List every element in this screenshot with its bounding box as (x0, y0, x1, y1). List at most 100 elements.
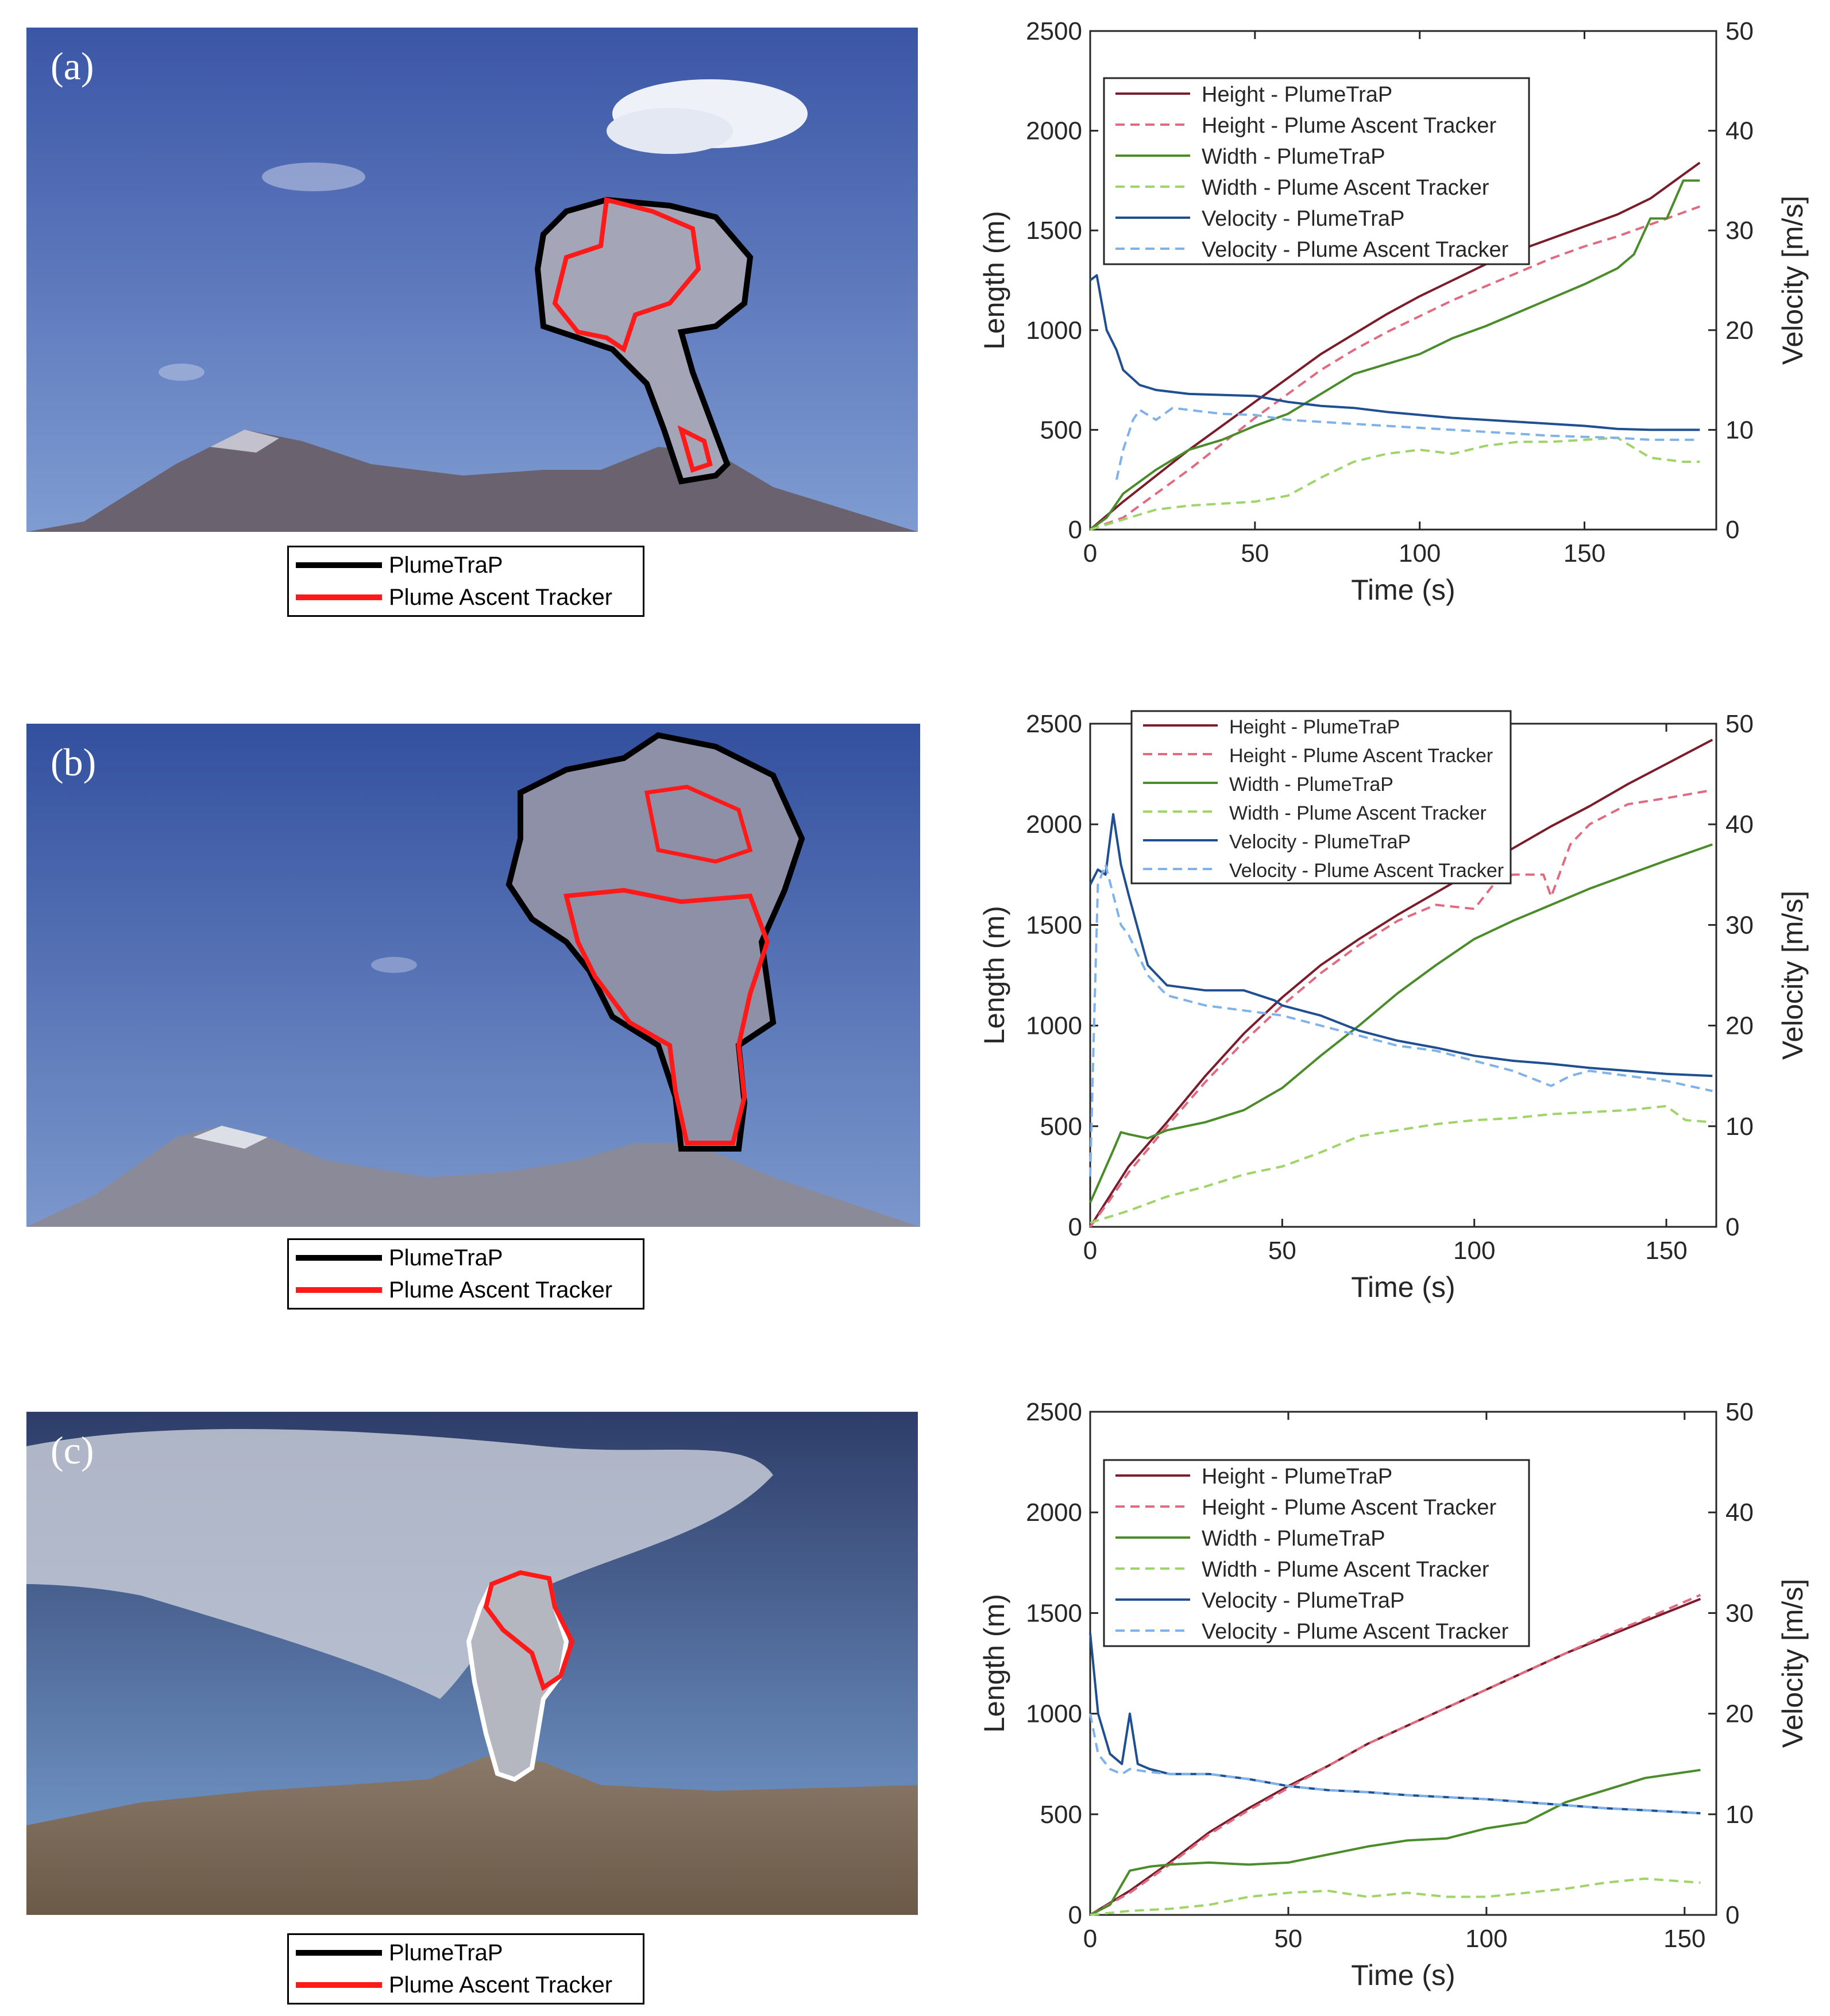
photo-a: (a) (26, 28, 918, 532)
y-tick-label: 1500 (1026, 911, 1082, 939)
y-axis-label: Length (m) (978, 211, 1010, 350)
legend-swatch (296, 1255, 382, 1261)
series-line-3 (1090, 437, 1700, 531)
x-tick-label: 50 (1274, 1925, 1302, 1953)
legend-entry: Height - Plume Ascent Tracker (1202, 1496, 1497, 1520)
legend-swatch (296, 1950, 382, 1956)
y2-tick-label: 0 (1725, 1901, 1739, 1929)
volcano-photo-c (26, 1412, 918, 1915)
x-axis-label: Time (s) (1351, 1271, 1455, 1303)
photo-c: (c) (26, 1412, 918, 1915)
legend-label: PlumeTraP (389, 1245, 503, 1270)
y-tick-label: 2500 (1026, 710, 1082, 738)
x-tick-label: 100 (1453, 1237, 1495, 1265)
series-line-5 (1115, 407, 1700, 480)
legend-label: PlumeTraP (389, 552, 503, 578)
legend-entry: Velocity - PlumeTraP (1229, 831, 1411, 853)
y2-tick-label: 10 (1725, 1801, 1754, 1829)
y2-tick-label: 20 (1725, 316, 1754, 345)
chart-svg-a: 0 50 100 1500500100015002000250001020304050… (978, 17, 1809, 606)
x-tick-label: 50 (1241, 539, 1269, 567)
series-line-3 (1090, 1104, 1713, 1224)
x-axis-label: Time (s) (1351, 574, 1455, 606)
y-tick-label: 1000 (1026, 316, 1082, 345)
photo-legend: PlumeTraP Plume Ascent Tracker (287, 1238, 644, 1310)
series-line-5 (1089, 1713, 1701, 1814)
legend-entry: Velocity - Plume Ascent Tracker (1229, 860, 1504, 882)
y2-tick-label: 50 (1725, 710, 1754, 738)
y2-tick-label: 30 (1725, 911, 1754, 939)
series-line-2 (1089, 843, 1713, 1203)
legend-entry: Velocity - Plume Ascent Tracker (1202, 238, 1509, 262)
legend-label: PlumeTraP (389, 1940, 503, 1965)
y-axis-label: Length (m) (978, 1594, 1010, 1733)
legend-entry: Width - Plume Ascent Tracker (1229, 802, 1487, 824)
y2-tick-label: 30 (1725, 217, 1754, 245)
legend-item: PlumeTraP (289, 1938, 503, 1967)
legend-swatch (296, 594, 382, 600)
y-tick-label: 2500 (1026, 17, 1082, 45)
y-tick-label: 1500 (1026, 217, 1082, 245)
y2-tick-label: 20 (1725, 1700, 1754, 1728)
legend-swatch (296, 1982, 382, 1988)
x-tick-label: 0 (1083, 1925, 1097, 1953)
panel-letter: (c) (51, 1428, 94, 1472)
legend-entry: Velocity - Plume Ascent Tracker (1202, 1620, 1509, 1644)
panel-c: (c) PlumeTraP Plume Ascent Tracker 0 50 10… (0, 1378, 1830, 2013)
series-line-0 (1089, 161, 1701, 531)
panel-letter: (a) (51, 44, 94, 88)
panel-b: (b) PlumeTraP Plume Ascent Tracker 0 50 10… (0, 689, 1830, 1321)
series-line-2 (1089, 179, 1700, 531)
y-tick-label: 500 (1040, 1113, 1082, 1141)
y2-tick-label: 10 (1725, 1113, 1754, 1141)
x-tick-label: 100 (1399, 539, 1441, 567)
x-tick-label: 50 (1268, 1237, 1296, 1265)
legend-entry: Velocity - PlumeTraP (1202, 1589, 1404, 1613)
y-tick-label: 0 (1068, 1213, 1082, 1241)
x-tick-label: 0 (1083, 1237, 1097, 1265)
legend-entry: Velocity - PlumeTraP (1202, 207, 1404, 231)
y2-tick-label: 40 (1725, 810, 1754, 839)
series-line-1 (1089, 789, 1713, 1228)
legend-entry: Width - PlumeTraP (1202, 145, 1385, 169)
chart-svg-c: 0 50 100 1500500100015002000250001020304050… (978, 1398, 1809, 1991)
legend-entry: Width - PlumeTraP (1229, 774, 1393, 795)
series-line-3 (1090, 1877, 1701, 1916)
photo-legend: PlumeTraP Plume Ascent Tracker (287, 1933, 644, 2005)
y2-tick-label: 50 (1725, 17, 1754, 45)
photo-b: (b) (26, 724, 920, 1227)
legend-item: PlumeTraP (289, 1243, 503, 1272)
y2-tick-label: 30 (1725, 1599, 1754, 1627)
y-tick-label: 2000 (1026, 1499, 1082, 1527)
chart-a: 0 50 100 150 0 500 1000 1500 2000 2500 0 10 20 30 40 50… (965, 0, 1830, 632)
legend-item: Plume Ascent Tracker (289, 1971, 612, 1999)
x-tick-label: 100 (1465, 1925, 1507, 1953)
legend-entry: Height - PlumeTraP (1202, 1465, 1392, 1489)
chart-legend (1103, 77, 1530, 265)
panel-letter: (b) (51, 740, 96, 784)
x-axis-label: Time (s) (1351, 1959, 1455, 1991)
legend-swatch (296, 562, 382, 568)
x-tick-label: 150 (1645, 1237, 1687, 1265)
legend-item: Plume Ascent Tracker (289, 1276, 612, 1304)
chart-legend (1103, 1459, 1530, 1647)
y-tick-label: 2000 (1026, 810, 1082, 839)
x-tick-label: 150 (1663, 1925, 1705, 1953)
legend-item: Plume Ascent Tracker (289, 583, 612, 612)
legend-label: Plume Ascent Tracker (389, 1972, 613, 1998)
x-tick-label: 0 (1083, 539, 1097, 567)
chart-legend (1130, 710, 1512, 885)
legend-entry: Width - Plume Ascent Tracker (1202, 176, 1489, 200)
series-line-0 (1089, 739, 1713, 1228)
y2-axis-label: Velocity [m/s] (1777, 196, 1809, 365)
series-line-4 (1089, 813, 1713, 1077)
volcano-photo-a (26, 28, 918, 532)
series-line-1 (1090, 1594, 1701, 1916)
y-tick-label: 0 (1068, 516, 1082, 544)
legend-entry: Height - Plume Ascent Tracker (1202, 114, 1497, 138)
y2-tick-label: 10 (1725, 416, 1754, 444)
y2-tick-label: 40 (1725, 117, 1754, 145)
legend-item: PlumeTraP (289, 551, 503, 580)
legend-entry: Height - PlumeTraP (1229, 716, 1400, 738)
volcano-photo-b (26, 724, 920, 1227)
